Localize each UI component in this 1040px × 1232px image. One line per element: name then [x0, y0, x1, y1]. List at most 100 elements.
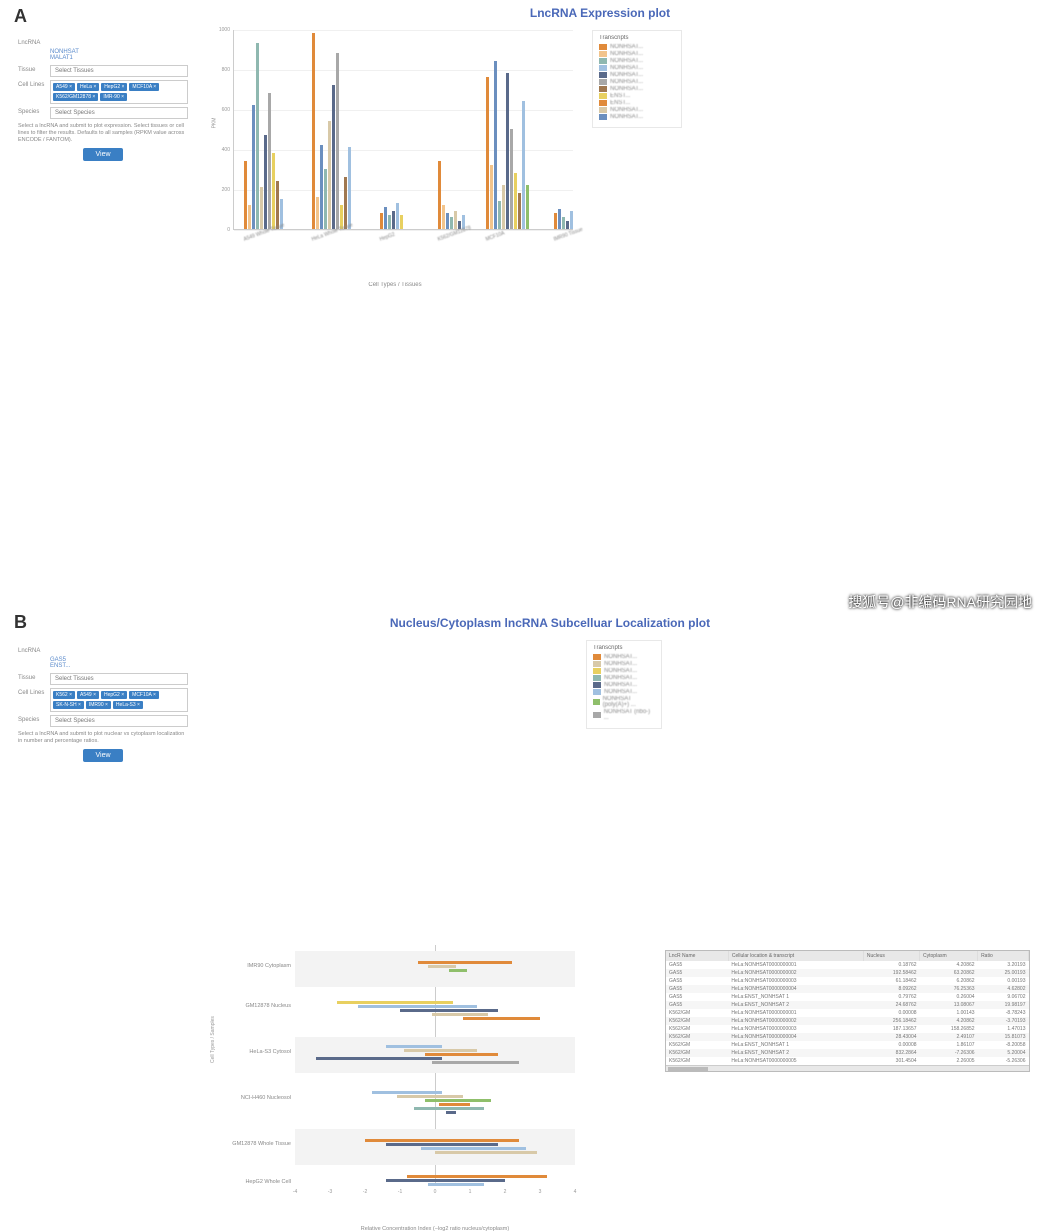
- chip[interactable]: HepG2 ×: [101, 691, 127, 699]
- legend-a-title: Transcripts: [599, 35, 675, 41]
- table-row[interactable]: K562/GMHeLa:ENST_NONHSAT 2832.2864-7.263…: [666, 1049, 1029, 1057]
- chip[interactable]: MCF10A ×: [129, 691, 159, 699]
- bar: [312, 33, 315, 229]
- lncrna-links-a[interactable]: NONHSATMALAT1: [50, 49, 188, 61]
- species-select[interactable]: Select Species: [50, 107, 188, 119]
- lncrna-label-b: LncRNA: [18, 646, 50, 654]
- chip[interactable]: A549 ×: [77, 691, 99, 699]
- watermark: 搜狐号@非编码RNA研究园地: [848, 592, 1032, 612]
- bar: [380, 213, 383, 229]
- chart-b-ylabel: Cell Types / Samples: [210, 1016, 216, 1063]
- bar: [396, 203, 399, 229]
- species-label-b: Species: [18, 715, 50, 723]
- view-button-a[interactable]: View: [83, 148, 122, 161]
- table-row[interactable]: K562/GMHeLa:NONHSAT00000000010.000081.00…: [666, 1009, 1029, 1017]
- bar: [332, 85, 335, 229]
- hbar: [358, 1005, 477, 1008]
- table-row[interactable]: K562/GMHeLa:NONHSAT0000000003187.1365715…: [666, 1025, 1029, 1033]
- table-row[interactable]: GAS5HeLa:NONHSAT00000000048.0926276.2536…: [666, 985, 1029, 993]
- cell-lines-chips-b[interactable]: K562 ×A549 ×HepG2 ×MCF10A × SK-N-SH ×IMR9…: [50, 688, 188, 712]
- table-col[interactable]: Cytoplasm: [920, 951, 978, 961]
- table-row[interactable]: GAS5HeLa:ENST_NONHSAT 224.6876213.080671…: [666, 1001, 1029, 1009]
- bar: [566, 221, 569, 229]
- table-col[interactable]: Cellular location & transcript: [728, 951, 863, 961]
- bar: [494, 61, 497, 229]
- table-row[interactable]: GAS5HeLa:NONHSAT00000000010.187624.20862…: [666, 961, 1029, 969]
- chart-b-category: GM12878 Whole Tissue: [215, 1141, 291, 1147]
- tissue-select[interactable]: Select Tissues: [50, 65, 188, 77]
- chart-b-category: IMR90 Cytoplasm: [215, 963, 291, 969]
- bar: [264, 135, 267, 229]
- chart-b-category: HepG2 Whole Cell: [215, 1179, 291, 1185]
- sidebar-note: Select a lncRNA and submit to plot expre…: [18, 123, 188, 144]
- species-label: Species: [18, 107, 50, 115]
- hbar: [407, 1175, 547, 1178]
- bar: [268, 93, 271, 229]
- chip[interactable]: HeLa ×: [77, 83, 99, 91]
- bar: [442, 205, 445, 229]
- hbar: [386, 1179, 505, 1182]
- hbar: [425, 1053, 499, 1056]
- chip[interactable]: IMR90 ×: [86, 701, 111, 709]
- cell-lines-chips-a[interactable]: A549 ×HeLa ×HepG2 ×MCF10A × K562/GM12878 …: [50, 80, 188, 104]
- hbar: [400, 1009, 498, 1012]
- plot-a-title: LncRNA Expression plot: [420, 6, 780, 20]
- bar: [438, 161, 441, 229]
- hbar: [337, 1001, 453, 1004]
- bar: [554, 213, 557, 229]
- species-select-b[interactable]: Select Species: [50, 715, 188, 727]
- hbar: [372, 1091, 442, 1094]
- table-row[interactable]: K562/GMHeLa:NONHSAT000000000428.430042.4…: [666, 1033, 1029, 1041]
- legend-b: Transcripts NONHSAT...NONHSAT...NONHSAT.…: [586, 640, 662, 729]
- bar: [276, 181, 279, 229]
- bar: [570, 211, 573, 229]
- chip[interactable]: HepG2 ×: [101, 83, 127, 91]
- chip[interactable]: IMR-90 ×: [100, 93, 127, 101]
- table-row[interactable]: GAS5HeLa:NONHSAT000000000361.184626.2086…: [666, 977, 1029, 985]
- table-col[interactable]: LncR Name: [666, 951, 728, 961]
- table-scrollbar[interactable]: [666, 1065, 1029, 1071]
- cell-lines-label: Cell Lines: [18, 80, 50, 88]
- view-button-b[interactable]: View: [83, 749, 122, 762]
- chart-b-category: GM12878 Nucleus: [215, 1003, 291, 1009]
- hbar: [386, 1143, 498, 1146]
- sidebar-note-b: Select a lncRNA and submit to plot nucle…: [18, 731, 188, 745]
- bar: [244, 161, 247, 229]
- bar: [514, 173, 517, 229]
- tissue-label: Tissue: [18, 65, 50, 73]
- cell-lines-label-b: Cell Lines: [18, 688, 50, 696]
- table-row[interactable]: K562/GMHeLa:NONHSAT0000000005301.45042.2…: [666, 1057, 1029, 1065]
- bar: [558, 209, 561, 229]
- table-row[interactable]: K562/GMHeLa:NONHSAT0000000002256.184624.…: [666, 1017, 1029, 1025]
- bar: [260, 187, 263, 229]
- table-col[interactable]: Nucleus: [863, 951, 919, 961]
- table-row[interactable]: GAS5HeLa:ENST_NONHSAT 10.797620.260049.0…: [666, 993, 1029, 1001]
- chart-a-ylabel: PKM: [211, 118, 217, 129]
- bar: [562, 217, 565, 229]
- hbar: [316, 1057, 442, 1060]
- chip[interactable]: A549 ×: [53, 83, 75, 91]
- chart-b-xlabel: Relative Concentration Index (−log2 rati…: [295, 1226, 575, 1232]
- legend-b-title: Transcripts: [593, 645, 655, 651]
- hbar: [365, 1139, 519, 1142]
- bar: [272, 153, 275, 229]
- bar: [522, 101, 525, 229]
- chip[interactable]: K562/GM12878 ×: [53, 93, 98, 101]
- panel-b-sidebar: LncRNA GAS5ENST... Tissue Select Tissues…: [18, 646, 188, 762]
- tissue-select-b[interactable]: Select Tissues: [50, 673, 188, 685]
- chip[interactable]: HeLa-S3 ×: [113, 701, 143, 709]
- lncrna-links-b[interactable]: GAS5ENST...: [50, 657, 188, 669]
- bar: [502, 185, 505, 229]
- chip[interactable]: SK-N-SH ×: [53, 701, 84, 709]
- chip[interactable]: MCF10A ×: [129, 83, 159, 91]
- hbar: [432, 1061, 520, 1064]
- localization-data-table[interactable]: LncR NameCellular location & transcriptN…: [665, 950, 1030, 1072]
- table-col[interactable]: Ratio: [978, 951, 1029, 961]
- table-row[interactable]: GAS5HeLa:NONHSAT0000000002192.5846263.20…: [666, 969, 1029, 977]
- bar: [446, 213, 449, 229]
- hbar: [446, 1111, 457, 1114]
- chart-a-xlabel: Cell Types / Tissues: [215, 282, 575, 288]
- chip[interactable]: K562 ×: [53, 691, 75, 699]
- table-row[interactable]: K562/GMHeLa:ENST_NONHSAT 10.000081.86107…: [666, 1041, 1029, 1049]
- hbar: [404, 1049, 478, 1052]
